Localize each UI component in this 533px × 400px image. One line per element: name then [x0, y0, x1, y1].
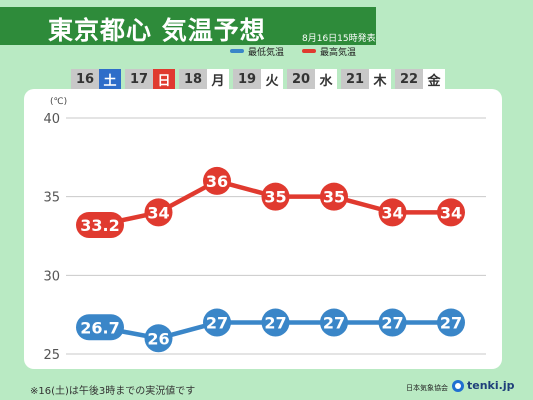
legend-high: 最高気温	[302, 44, 356, 58]
data-point	[261, 308, 290, 337]
issued-time: 8月16日15時発表	[302, 34, 376, 44]
data-label: 35	[264, 188, 286, 207]
day-weekday: 土	[99, 69, 121, 89]
tenki-logo-icon	[452, 379, 464, 392]
data-point	[437, 198, 465, 227]
legend-low-swatch	[230, 49, 244, 53]
page-title: 東京都心 気温予想	[48, 16, 266, 45]
data-label: 33.2	[80, 216, 119, 235]
data-label: 27	[206, 314, 228, 333]
day-date: 16	[71, 69, 99, 89]
data-label: 27	[323, 314, 345, 333]
day-cell: 20 水	[287, 69, 337, 89]
data-point	[378, 198, 407, 227]
data-point	[437, 308, 465, 337]
legend-high-label: 最高気温	[320, 47, 357, 58]
day-cell: 17 日	[125, 69, 175, 89]
y-tick-label: 30	[43, 269, 60, 284]
header-bar: 東京都心 気温予想 8月16日15時発表	[0, 7, 376, 45]
day-weekday: 日	[153, 69, 175, 89]
data-label: 35	[323, 188, 345, 207]
day-weekday: 月	[207, 69, 229, 89]
day-cell: 21 木	[341, 69, 391, 89]
day-cell: 19 火	[233, 69, 283, 89]
day-cell: 16 土	[71, 69, 121, 89]
day-date: 22	[395, 69, 423, 89]
day-weekday: 木	[369, 69, 391, 89]
data-label: 36	[206, 172, 228, 191]
data-label: 27	[381, 314, 403, 333]
data-point	[76, 211, 124, 238]
data-label: 27	[440, 314, 462, 333]
brand-logo: tenki.jp	[452, 379, 514, 392]
day-cell: 18 月	[179, 69, 229, 89]
credit-text: 日本気象協会	[406, 384, 448, 392]
brand-name: tenki.jp	[467, 379, 515, 392]
day-weekday: 水	[315, 69, 337, 89]
data-point	[320, 308, 348, 337]
day-date: 21	[341, 69, 369, 89]
day-date: 18	[179, 69, 207, 89]
legend-low-label: 最低気温	[248, 47, 285, 58]
data-point	[144, 198, 173, 227]
y-tick-label: 40	[43, 112, 60, 127]
data-point	[320, 182, 348, 211]
y-tick-label: 25	[43, 348, 60, 363]
day-weekday: 火	[261, 69, 283, 89]
data-label: 34	[381, 203, 403, 222]
day-header-row: 16 土 17 日 18 月 19 火 20 水 21 木 22 金	[71, 69, 449, 89]
day-date: 17	[125, 69, 153, 89]
day-date: 20	[287, 69, 315, 89]
data-label: 34	[440, 203, 462, 222]
footnote: ※16(土)は午後3時までの実況値です	[30, 386, 196, 397]
legend-low: 最低気温	[230, 44, 284, 58]
day-cell: 22 金	[395, 69, 445, 89]
day-date: 19	[233, 69, 261, 89]
data-point	[378, 308, 407, 337]
data-label: 34	[147, 203, 169, 222]
data-label: 27	[264, 314, 286, 333]
data-point	[203, 166, 231, 195]
axis-layer: 25 30 35 40 (℃)	[43, 97, 67, 363]
series-layer: 33.2 34 36 35 35 34 34 26.7 26 27 27 27 27 27	[76, 166, 465, 353]
data-point	[203, 308, 231, 337]
y-unit-label: (℃)	[50, 97, 67, 107]
day-weekday: 金	[423, 69, 445, 89]
data-label: 26	[147, 329, 169, 348]
data-point	[76, 314, 124, 341]
legend-high-swatch	[302, 49, 316, 53]
data-label: 26.7	[80, 318, 119, 337]
data-point	[144, 324, 173, 353]
y-tick-label: 35	[43, 191, 60, 206]
data-point	[261, 182, 290, 211]
